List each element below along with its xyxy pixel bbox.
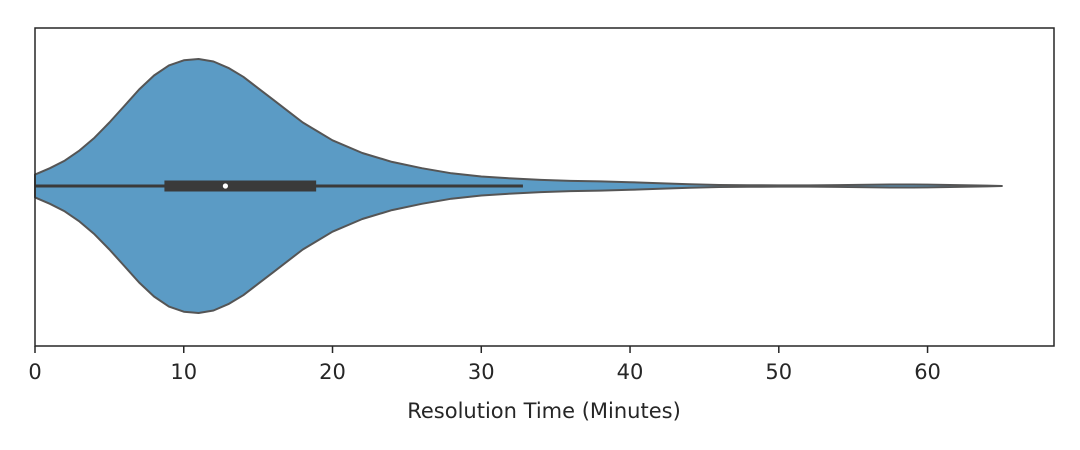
x-tick-label: 50 <box>765 360 792 384</box>
x-tick-label: 60 <box>914 360 941 384</box>
plot-area <box>34 58 1003 314</box>
axes-frame <box>34 27 1055 347</box>
violin-median-point <box>222 183 229 189</box>
x-tick-label: 10 <box>170 360 197 384</box>
x-tick-label: 0 <box>28 360 41 384</box>
x-axis-label: Resolution Time (Minutes) <box>407 399 681 423</box>
x-tick-label: 40 <box>617 360 644 384</box>
x-axis: 0 10 20 30 40 50 60 <box>28 346 941 384</box>
violin-iqr-box <box>164 180 317 192</box>
x-tick-label: 20 <box>319 360 346 384</box>
x-tick-label: 30 <box>468 360 495 384</box>
